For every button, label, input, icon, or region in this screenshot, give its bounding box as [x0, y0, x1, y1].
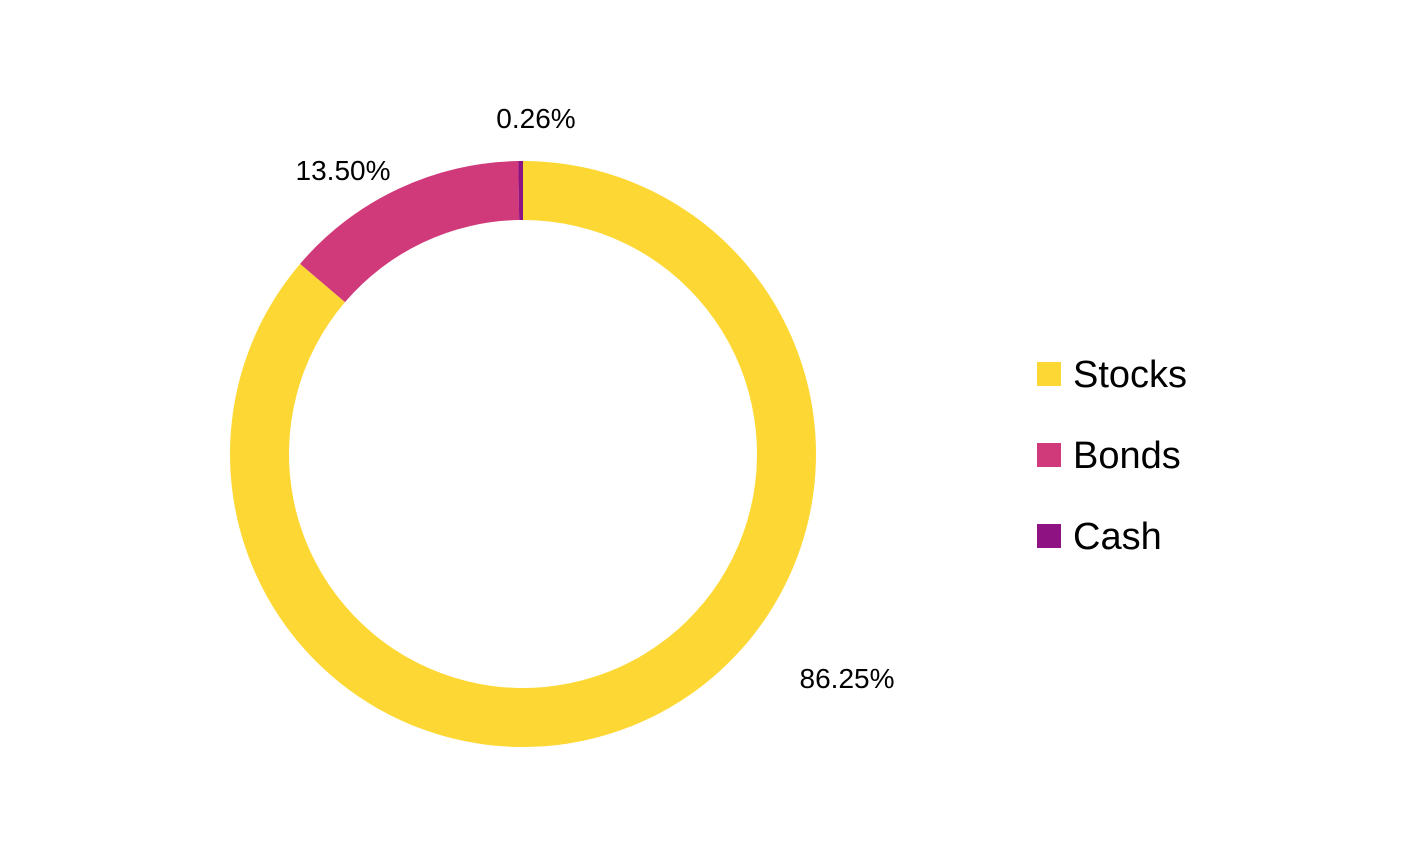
- donut-slice-bonds: [300, 161, 520, 303]
- data-label-bonds: 13.50%: [296, 155, 391, 186]
- legend-label-stocks: Stocks: [1073, 354, 1187, 396]
- legend-swatch-bonds: [1037, 443, 1061, 467]
- legend-swatch-stocks: [1037, 362, 1061, 386]
- data-label-cash: 0.26%: [496, 103, 575, 134]
- legend-label-cash: Cash: [1073, 516, 1162, 558]
- legend-swatch-cash: [1037, 524, 1061, 548]
- legend: Stocks Bonds Cash: [1037, 354, 1187, 558]
- data-label-stocks: 86.25%: [800, 663, 895, 694]
- donut-slice-cash: [518, 161, 523, 221]
- legend-label-bonds: Bonds: [1073, 435, 1181, 477]
